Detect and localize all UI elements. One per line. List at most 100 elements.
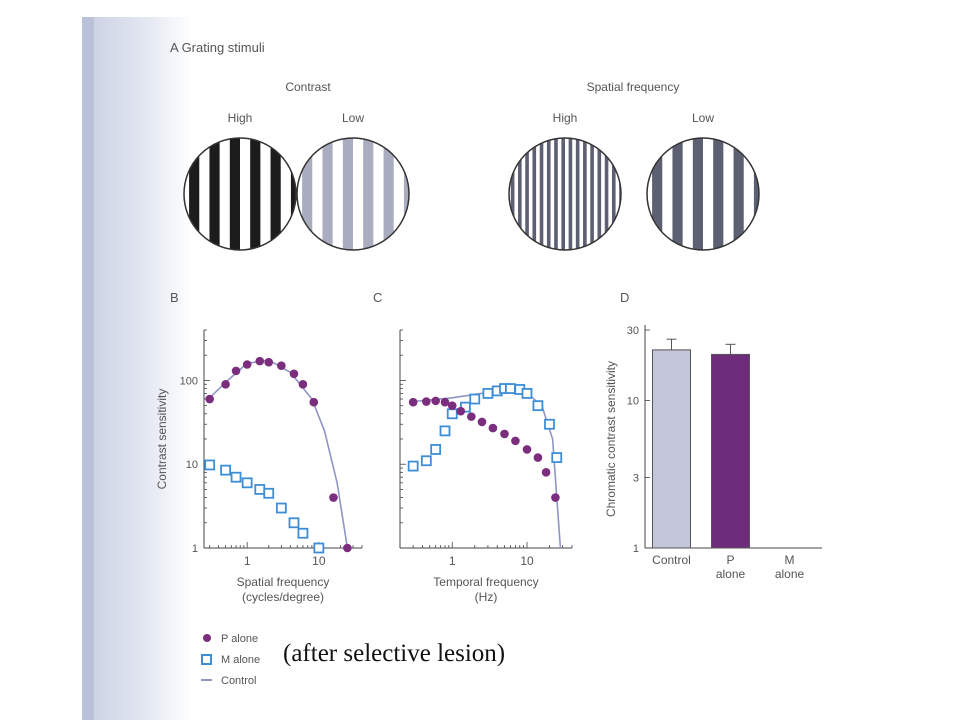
p-alone-point bbox=[541, 468, 551, 477]
grating-stripe bbox=[590, 138, 594, 250]
p-alone-point bbox=[277, 361, 286, 370]
grating-stripe bbox=[753, 138, 759, 250]
grating-stripe bbox=[733, 138, 744, 250]
grating-stripe bbox=[583, 138, 587, 250]
grating-3 bbox=[647, 138, 759, 250]
p-alone-point bbox=[511, 436, 520, 446]
y-tick-label: 1 bbox=[192, 543, 198, 555]
x-tick-label: 10 bbox=[520, 554, 534, 568]
p-alone-point bbox=[467, 412, 476, 421]
p-alone-point bbox=[533, 453, 543, 462]
grating-stripe bbox=[189, 138, 200, 250]
y-tick-label: 1 bbox=[633, 543, 639, 555]
panel-d-label: D bbox=[620, 290, 629, 305]
grating-stripe bbox=[270, 138, 281, 250]
p-alone-point bbox=[242, 360, 252, 369]
category-label: alone bbox=[775, 567, 805, 581]
grating-label: Low bbox=[692, 111, 714, 125]
grating-outline bbox=[296, 137, 410, 251]
m-alone-point bbox=[288, 517, 300, 529]
grating-stripe bbox=[568, 138, 573, 250]
p-alone-point bbox=[551, 493, 560, 502]
grating-stimuli: High Low High Low bbox=[183, 111, 760, 251]
grating-stripe bbox=[532, 138, 537, 250]
m-alone-point bbox=[313, 542, 325, 554]
grating-stripe bbox=[209, 138, 220, 250]
x-tick-label: 1 bbox=[449, 554, 456, 568]
grating-stripe bbox=[554, 138, 558, 250]
left-edge-border bbox=[82, 17, 94, 720]
y-tick-label: 3 bbox=[633, 473, 639, 485]
m-alone-point bbox=[297, 527, 309, 539]
m-alone-point bbox=[430, 444, 442, 455]
legend: P alone M alone Control bbox=[201, 633, 260, 687]
m-alone-point bbox=[407, 460, 419, 472]
grating-outline bbox=[183, 137, 297, 251]
contrast-title: Contrast bbox=[285, 80, 331, 94]
grating-stripe bbox=[604, 138, 609, 250]
m-alone-point bbox=[551, 452, 563, 463]
lesion-note: (after selective lesion) bbox=[283, 640, 505, 667]
grating-stripe bbox=[619, 138, 621, 250]
p-alone-point bbox=[440, 397, 450, 407]
p-alone-point bbox=[289, 369, 299, 379]
grating-stripe bbox=[383, 138, 394, 250]
m-alone-point bbox=[254, 484, 266, 495]
p-alone-point bbox=[500, 429, 509, 439]
m-alone-point bbox=[446, 408, 458, 420]
p-alone-point bbox=[205, 394, 214, 404]
p-alone-point bbox=[221, 379, 230, 389]
grating-stripe bbox=[539, 138, 544, 250]
grating-2 bbox=[509, 138, 621, 250]
grating-stripe bbox=[290, 138, 296, 250]
m-alone-point bbox=[439, 425, 451, 437]
grating-stripe bbox=[518, 138, 522, 250]
category-label: P bbox=[726, 553, 734, 567]
grating-stripe bbox=[561, 138, 565, 250]
m-alone-point bbox=[544, 418, 555, 430]
y-tick-label: 100 bbox=[180, 375, 198, 387]
page-background bbox=[82, 17, 918, 720]
p-alone-point bbox=[447, 401, 457, 410]
p-alone-point bbox=[477, 417, 487, 427]
m-alone-point bbox=[482, 388, 494, 399]
grating-stripe bbox=[322, 138, 333, 250]
y-axis-label: Contrast sensitivity bbox=[155, 389, 169, 490]
legend-m-alone-marker bbox=[201, 654, 212, 665]
grating-stripe bbox=[250, 138, 261, 250]
grating-stripe bbox=[546, 138, 551, 250]
category-label: Control bbox=[652, 553, 691, 567]
grating-stripe bbox=[525, 138, 529, 250]
panel-a-title: A Grating stimuli bbox=[170, 40, 265, 55]
grating-stripe bbox=[363, 138, 374, 250]
p-alone-point bbox=[456, 406, 466, 416]
p-alone-point bbox=[522, 445, 532, 454]
m-alone-point bbox=[220, 464, 231, 476]
legend-p-alone-label: P alone bbox=[221, 633, 258, 645]
grating-stripe bbox=[302, 138, 313, 250]
x-axis-label-units: (cycles/degree) bbox=[242, 590, 324, 604]
m-alone-point bbox=[204, 459, 216, 471]
x-tick-label: 10 bbox=[312, 554, 326, 568]
legend-m-alone-label: M alone bbox=[221, 654, 260, 666]
bar-p-alone bbox=[711, 353, 750, 549]
m-alone-point bbox=[532, 400, 544, 412]
grating-label: High bbox=[228, 111, 253, 125]
m-alone-point bbox=[420, 455, 432, 467]
grating-label: High bbox=[553, 111, 578, 125]
m-alone-point bbox=[469, 393, 481, 405]
grating-stripe bbox=[692, 138, 703, 250]
p-alone-point bbox=[422, 397, 431, 406]
grating-stripe bbox=[597, 138, 602, 250]
panel-a: A Grating stimuli Contrast Spatial frequ… bbox=[170, 40, 760, 251]
chart-b-spatial-frequency: 1 10 100 1 10 Spatial frequency(cycles/degree… bbox=[155, 329, 363, 604]
category-label: M bbox=[785, 553, 795, 567]
left-edge-shade bbox=[82, 17, 192, 720]
p-alone-point bbox=[329, 493, 338, 502]
p-alone-point bbox=[309, 397, 319, 407]
p-alone-point bbox=[431, 396, 440, 406]
m-alone-point bbox=[521, 388, 533, 399]
x-axis-label: Spatial frequency bbox=[237, 575, 330, 589]
chart-c-temporal-frequency: 1 10 Temporal frequency(Hz) bbox=[399, 329, 573, 604]
